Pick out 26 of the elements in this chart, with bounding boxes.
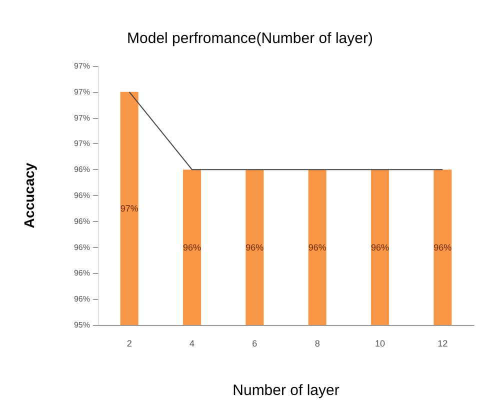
y-tick-label: 96%: [74, 294, 90, 304]
y-tick-label: 97%: [74, 113, 90, 122]
x-tick-label: 6: [252, 338, 258, 348]
data-label: 96%: [182, 242, 202, 252]
x-tick-label: 10: [374, 338, 386, 348]
y-tick-label: 96%: [74, 216, 90, 226]
y-tick-label: 97%: [74, 139, 90, 148]
y-tick-label: 96%: [74, 242, 90, 252]
y-tick-label: 96%: [74, 191, 90, 200]
data-label: 97%: [120, 203, 138, 214]
chart-title: Model perfromance(Number of layer): [127, 30, 373, 47]
y-axis-title: Accucacy: [21, 162, 37, 228]
data-label: 96%: [370, 242, 390, 252]
data-label: 96%: [308, 242, 326, 252]
data-label: 96%: [434, 242, 452, 252]
y-tick-label: 97%: [74, 62, 90, 70]
x-tick-label: 2: [126, 338, 132, 348]
x-tick-label: 12: [438, 338, 448, 348]
x-axis-title: Number of layer: [232, 382, 340, 399]
x-tick-label: 4: [189, 338, 195, 348]
data-label: 96%: [246, 242, 264, 252]
y-tick-label: 96%: [74, 268, 90, 278]
y-tick-label: 96%: [74, 165, 90, 174]
x-tick-label: 8: [314, 338, 320, 348]
y-tick-label: 95%: [74, 320, 90, 330]
y-tick-label: 97%: [74, 87, 90, 96]
